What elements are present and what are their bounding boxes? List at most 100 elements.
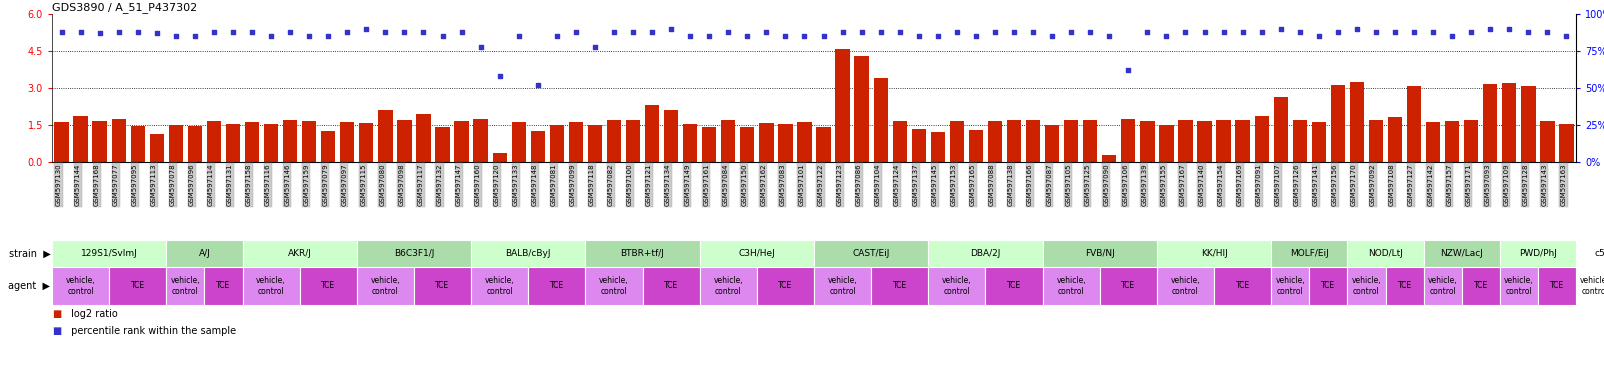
Text: GSM597086: GSM597086 [855, 164, 861, 206]
Text: GSM597121: GSM597121 [646, 164, 653, 206]
Text: vehicle,
control: vehicle, control [1428, 276, 1458, 296]
Bar [988, 121, 1002, 162]
Bar [1140, 121, 1155, 162]
Bar [1500, 240, 1577, 267]
Bar [1347, 240, 1424, 267]
Bar [911, 129, 926, 162]
Bar [1063, 119, 1078, 162]
Text: TCE: TCE [893, 281, 906, 291]
Text: strain  ▶: strain ▶ [8, 248, 50, 258]
Bar [398, 119, 412, 162]
Bar [1331, 85, 1346, 162]
Bar [1235, 119, 1250, 162]
Text: TCE: TCE [130, 281, 144, 291]
Bar [1559, 124, 1574, 162]
Bar [167, 267, 204, 305]
Bar [1214, 267, 1272, 305]
Text: GSM597137: GSM597137 [913, 164, 919, 206]
Bar [550, 124, 565, 162]
Point [982, 29, 1007, 35]
Text: vehicle,
control: vehicle, control [371, 276, 399, 296]
Bar [51, 240, 167, 267]
Bar [109, 267, 167, 305]
Bar [472, 240, 585, 267]
Text: vehicle,
control: vehicle, control [1171, 276, 1200, 296]
Point [696, 33, 722, 39]
Text: TCE: TCE [435, 281, 449, 291]
Bar [472, 267, 528, 305]
Point [391, 29, 417, 35]
Bar [531, 131, 545, 162]
Text: GSM597107: GSM597107 [1275, 164, 1280, 206]
Text: GSM597087: GSM597087 [1046, 164, 1052, 206]
Bar [1577, 267, 1604, 305]
Text: GSM597091: GSM597091 [1256, 164, 1262, 206]
Point [849, 29, 874, 35]
Bar [643, 267, 699, 305]
Bar [759, 123, 773, 162]
Bar [1368, 119, 1383, 162]
Bar [1043, 267, 1100, 305]
Text: GSM597084: GSM597084 [722, 164, 728, 206]
Bar [1121, 119, 1136, 162]
Bar [1007, 119, 1022, 162]
Text: GSM597162: GSM597162 [760, 164, 767, 206]
Text: TCE: TCE [778, 281, 792, 291]
Text: TCE: TCE [550, 281, 565, 291]
Text: TCE: TCE [1121, 281, 1136, 291]
Text: GSM597133: GSM597133 [513, 164, 518, 206]
Bar [417, 114, 430, 162]
Text: GSM597139: GSM597139 [1142, 164, 1147, 206]
Text: GSM597163: GSM597163 [1561, 164, 1567, 206]
Bar [1500, 267, 1538, 305]
Text: KK/HIJ: KK/HIJ [1201, 249, 1227, 258]
Bar [321, 131, 335, 162]
Text: GSM597077: GSM597077 [112, 164, 119, 206]
Text: vehicle,
control: vehicle, control [66, 276, 95, 296]
Bar [1540, 121, 1554, 162]
Bar [985, 267, 1043, 305]
Point [1173, 29, 1198, 35]
Point [1230, 29, 1256, 35]
Point [297, 33, 322, 39]
Point [181, 33, 207, 39]
Point [1477, 26, 1503, 32]
Point [525, 82, 550, 88]
Bar [1387, 117, 1402, 162]
Bar [207, 121, 221, 162]
Text: GSM597082: GSM597082 [608, 164, 614, 206]
Bar [969, 131, 983, 162]
Bar [1445, 121, 1460, 162]
Bar [929, 240, 1043, 267]
Bar [188, 126, 202, 162]
Point [640, 29, 666, 35]
Bar [778, 124, 792, 162]
Point [144, 30, 170, 36]
Text: GSM597171: GSM597171 [1464, 164, 1471, 206]
Text: GSM597167: GSM597167 [1179, 164, 1185, 206]
Point [658, 26, 683, 32]
Point [1039, 33, 1065, 39]
Bar [1464, 119, 1479, 162]
Bar [93, 121, 107, 162]
Bar [226, 124, 241, 162]
Bar [1027, 119, 1041, 162]
Point [1059, 29, 1084, 35]
Bar [1503, 83, 1516, 162]
Text: GSM597081: GSM597081 [550, 164, 557, 206]
Text: GSM597113: GSM597113 [151, 164, 157, 206]
Point [1497, 26, 1522, 32]
Text: GSM597088: GSM597088 [990, 164, 994, 206]
Text: GSM597097: GSM597097 [342, 164, 348, 206]
Point [1344, 26, 1370, 32]
Text: GSM597124: GSM597124 [893, 164, 900, 206]
Point [430, 33, 456, 39]
Bar [112, 119, 125, 162]
Bar [722, 119, 735, 162]
Bar [929, 267, 985, 305]
Text: GSM597106: GSM597106 [1123, 164, 1128, 206]
Point [488, 73, 513, 79]
Bar [703, 127, 717, 162]
Text: TCE: TCE [1322, 281, 1336, 291]
Point [87, 30, 112, 36]
